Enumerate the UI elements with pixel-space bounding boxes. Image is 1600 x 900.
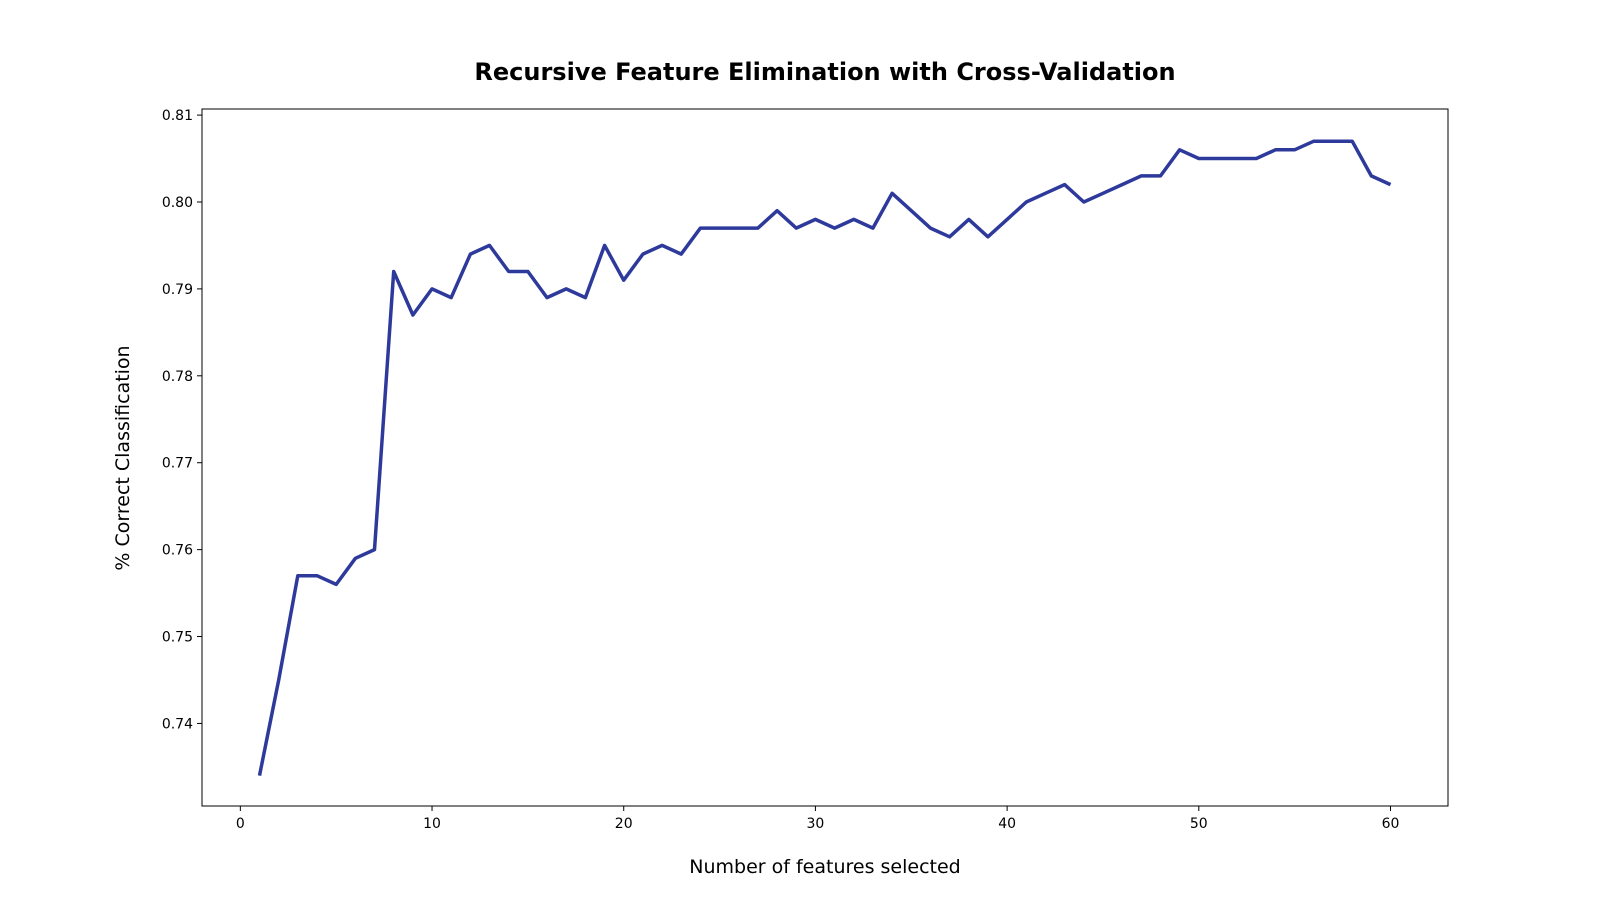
x-tick-label: 0 <box>236 816 245 832</box>
y-tick-label: 0.76 <box>162 543 193 559</box>
y-axis-label: % Correct Classification <box>112 345 134 570</box>
chart-title: Recursive Feature Elimination with Cross… <box>474 58 1175 86</box>
x-tick-label: 20 <box>615 816 633 832</box>
y-tick-label: 0.74 <box>162 716 193 732</box>
x-axis-label: Number of features selected <box>689 856 960 878</box>
plot-area <box>201 108 1449 807</box>
x-tick-label: 50 <box>1190 816 1208 832</box>
y-tick-label: 0.80 <box>162 195 193 211</box>
x-axis: 0 10 20 30 40 50 60 <box>236 806 1400 832</box>
y-tick-label: 0.77 <box>162 456 193 472</box>
x-tick-label: 10 <box>423 816 441 832</box>
y-tick-label: 0.78 <box>162 369 193 385</box>
y-tick-label: 0.81 <box>162 108 193 124</box>
x-tick-label: 30 <box>807 816 825 832</box>
y-axis: 0.74 0.75 0.76 0.77 0.78 0.79 0.80 0.81 <box>162 108 202 732</box>
x-tick-label: 60 <box>1382 816 1400 832</box>
y-tick-label: 0.79 <box>162 282 193 298</box>
y-tick-label: 0.75 <box>162 630 193 646</box>
series-line <box>257 139 1392 776</box>
series-layer <box>257 139 1392 776</box>
x-tick-label: 40 <box>998 816 1016 832</box>
